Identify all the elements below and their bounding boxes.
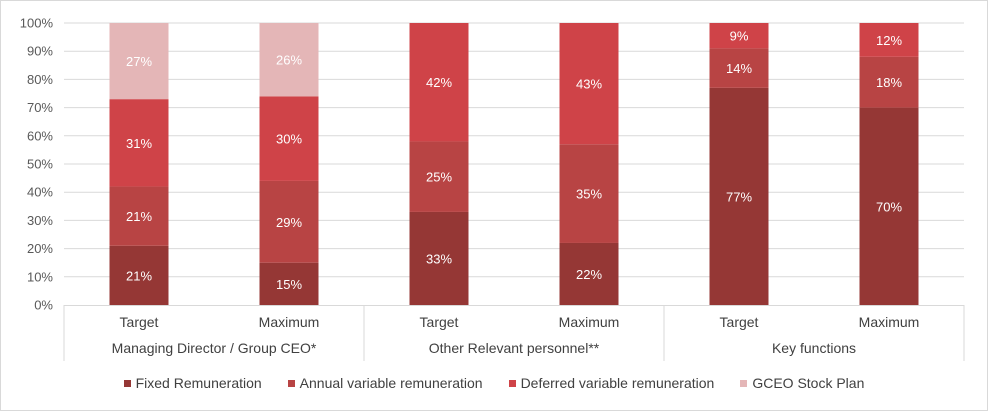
y-tick-label: 80%	[27, 72, 53, 87]
data-label: 33%	[426, 251, 452, 266]
bar-segment	[259, 262, 319, 305]
data-label: 22%	[576, 267, 602, 282]
bar-segment	[859, 56, 919, 108]
legend-label: Deferred variable remuneration	[520, 375, 715, 391]
bar-segment	[409, 211, 469, 305]
legend-item: Deferred variable remuneration	[508, 375, 715, 391]
x-tick-label: Target	[120, 314, 159, 330]
data-label: 31%	[126, 136, 152, 151]
legend-label: Fixed Remuneration	[135, 375, 262, 391]
group-label: Other Relevant personnel**	[429, 340, 600, 356]
data-label: 30%	[276, 132, 302, 147]
y-tick-label: 60%	[27, 128, 53, 143]
y-tick-label: 30%	[27, 213, 53, 228]
legend-swatch	[740, 379, 748, 387]
bar-segment	[109, 186, 169, 246]
legend-item: GCEO Stock Plan	[740, 375, 864, 391]
bar-segment	[259, 180, 319, 263]
y-tick-label: 20%	[27, 241, 53, 256]
legend-item: Fixed Remuneration	[123, 375, 262, 391]
bar-segment	[709, 23, 769, 49]
data-label: 35%	[576, 187, 602, 202]
bar-segment	[109, 245, 169, 305]
data-label: 18%	[876, 75, 902, 90]
group-label: Key functions	[772, 340, 856, 356]
bar-segment	[709, 48, 769, 88]
bar-segment	[859, 23, 919, 57]
bar-segment	[409, 141, 469, 212]
x-tick-label: Target	[720, 314, 759, 330]
bar-segment	[559, 144, 619, 243]
data-label: 26%	[276, 53, 302, 68]
bar-segment	[259, 23, 319, 97]
data-label: 9%	[730, 29, 749, 44]
data-label: 77%	[726, 189, 752, 204]
bar-segment	[559, 242, 619, 305]
legend-item: Annual variable remuneration	[287, 375, 483, 391]
y-tick-label: 40%	[27, 185, 53, 200]
bar-segment	[859, 107, 919, 305]
legend-swatch	[123, 379, 131, 387]
legend: Fixed Remuneration Annual variable remune…	[0, 372, 988, 394]
x-tick-label: Target	[420, 314, 459, 330]
group-label: Managing Director / Group CEO*	[112, 340, 317, 356]
x-tick-label: Maximum	[559, 314, 620, 330]
data-label: 21%	[126, 268, 152, 283]
bar-segment	[559, 23, 619, 145]
bar-segment	[709, 87, 769, 305]
data-label: 29%	[276, 215, 302, 230]
bar-segment	[109, 23, 169, 100]
legend-swatch	[508, 379, 516, 387]
data-label: 21%	[126, 209, 152, 224]
y-tick-label: 90%	[27, 44, 53, 59]
data-label: 14%	[726, 61, 752, 76]
bar-segment	[109, 99, 169, 187]
legend-label: GCEO Stock Plan	[752, 375, 865, 391]
stacked-bar-chart: 0% 10% 20% 30% 40% 50% 60% 70% 80% 90% 100% 21% 21% 3…	[20, 16, 965, 361]
data-label: 70%	[876, 199, 902, 214]
y-tick-label: 70%	[27, 100, 53, 115]
data-label: 27%	[126, 54, 152, 69]
bar-segment	[259, 96, 319, 181]
data-label: 25%	[426, 170, 452, 185]
data-label: 43%	[576, 77, 602, 92]
x-tick-label: Maximum	[259, 314, 320, 330]
y-tick-label: 10%	[27, 269, 53, 284]
y-tick-label: 0%	[34, 298, 53, 313]
x-tick-label: Maximum	[859, 314, 920, 330]
data-label: 42%	[426, 75, 452, 90]
data-label: 12%	[876, 33, 902, 48]
y-tick-label: 50%	[27, 157, 53, 172]
y-tick-label: 100%	[20, 16, 54, 31]
legend-label: Annual variable remuneration	[299, 375, 483, 391]
legend-swatch	[287, 379, 295, 387]
bar-segment	[409, 23, 469, 142]
data-label: 15%	[276, 277, 302, 292]
